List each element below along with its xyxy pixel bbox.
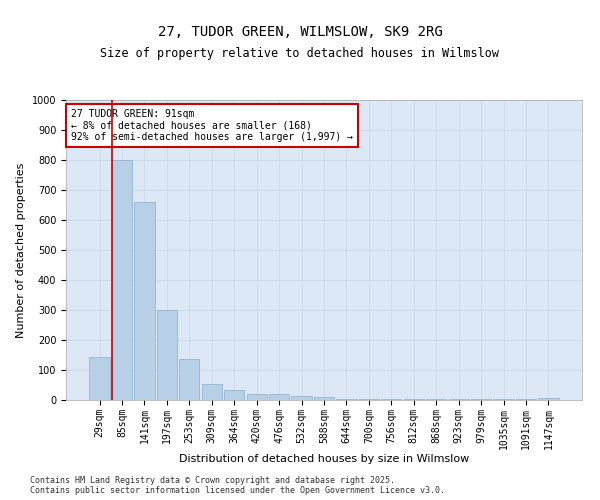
Bar bbox=[337, 398, 356, 400]
X-axis label: Distribution of detached houses by size in Wilmslow: Distribution of detached houses by size … bbox=[179, 454, 469, 464]
Bar bbox=[269, 394, 289, 400]
Y-axis label: Number of detached properties: Number of detached properties bbox=[16, 162, 26, 338]
Text: 27, TUDOR GREEN, WILMSLOW, SK9 2RG: 27, TUDOR GREEN, WILMSLOW, SK9 2RG bbox=[158, 25, 442, 39]
Bar bbox=[247, 394, 267, 400]
Bar bbox=[516, 399, 536, 400]
Bar bbox=[404, 399, 424, 400]
Bar bbox=[157, 310, 177, 400]
Text: Contains HM Land Registry data © Crown copyright and database right 2025.
Contai: Contains HM Land Registry data © Crown c… bbox=[30, 476, 445, 495]
Bar bbox=[292, 396, 311, 400]
Bar bbox=[314, 397, 334, 400]
Bar bbox=[112, 160, 132, 400]
Bar bbox=[202, 384, 222, 400]
Bar bbox=[134, 202, 155, 400]
Bar bbox=[471, 399, 491, 400]
Text: 27 TUDOR GREEN: 91sqm
← 8% of detached houses are smaller (168)
92% of semi-deta: 27 TUDOR GREEN: 91sqm ← 8% of detached h… bbox=[71, 109, 353, 142]
Bar bbox=[381, 399, 401, 400]
Bar bbox=[359, 399, 379, 400]
Bar bbox=[449, 399, 469, 400]
Text: Size of property relative to detached houses in Wilmslow: Size of property relative to detached ho… bbox=[101, 48, 499, 60]
Bar bbox=[426, 399, 446, 400]
Bar bbox=[224, 390, 244, 400]
Bar bbox=[493, 399, 514, 400]
Bar bbox=[89, 356, 110, 400]
Bar bbox=[179, 359, 199, 400]
Bar bbox=[538, 398, 559, 400]
